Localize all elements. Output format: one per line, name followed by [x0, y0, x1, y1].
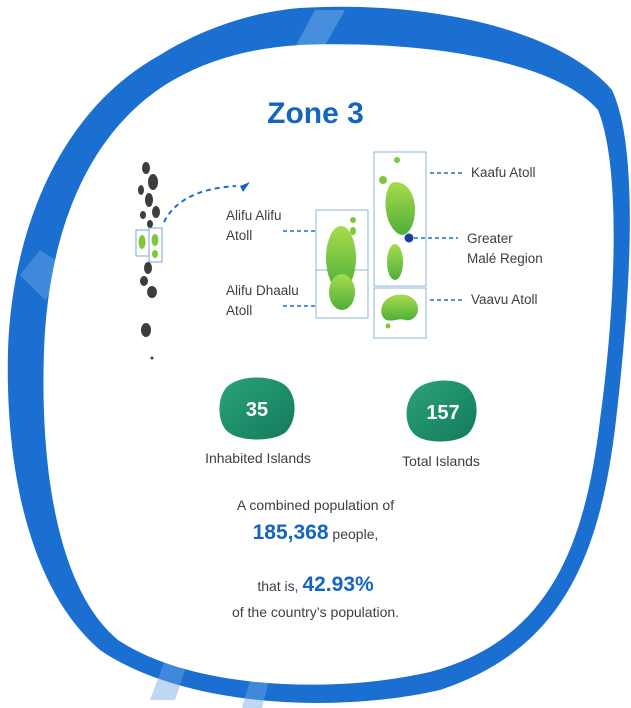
islet: [350, 217, 356, 223]
alifu-dhaalu-island: [329, 274, 355, 310]
total-count: 157: [426, 402, 460, 424]
label-alifu-dhaalu: Alifu Dhaalu Atoll: [226, 281, 316, 321]
alifu-alifu-island: [326, 226, 356, 290]
label-line: Atoll: [226, 303, 253, 318]
kaafu-island: [385, 182, 416, 235]
population-count: 185,368: [252, 521, 329, 544]
inhabited-count: 35: [245, 399, 269, 421]
label-line: Greater: [467, 231, 513, 246]
page-title: Zone 3: [267, 97, 364, 130]
population-share-prefix: that is,: [257, 578, 303, 594]
kaafu-box: [373, 151, 427, 287]
zone3-highlight-on-map: [135, 227, 163, 263]
population-share: 42.93%: [302, 573, 374, 596]
male-island: [387, 244, 403, 280]
inhabited-badge: [219, 377, 295, 440]
label-alifu-alifu: Alifu Alifu Atoll: [226, 206, 306, 246]
arrow-head-icon: [240, 182, 250, 192]
vaavu-box: [373, 287, 427, 339]
islet: [394, 157, 400, 163]
population-share-line: that is, 42.93%: [0, 573, 631, 597]
label-line: Alifu Dhaalu: [226, 283, 299, 298]
population-line1: A combined population of: [236, 497, 395, 513]
total-badge: [406, 380, 477, 442]
total-label: Total Islands: [402, 453, 480, 469]
label-kaafu: Kaafu Atoll: [471, 165, 536, 180]
label-line: Malé Region: [467, 251, 543, 266]
inhabited-label: Inhabited Islands: [205, 450, 311, 466]
label-line: Atoll: [226, 228, 253, 243]
zoom-arrow: [163, 185, 237, 223]
islet: [379, 176, 387, 184]
maldives-map: [138, 162, 160, 360]
label-vaavu: Vaavu Atoll: [471, 292, 538, 307]
population-count-suffix: people,: [328, 526, 379, 542]
population-count-line: 185,368 people,: [0, 521, 631, 545]
label-greater-male: Greater Malé Region: [467, 229, 577, 269]
greater-male-marker: [404, 233, 414, 243]
label-line: Alifu Alifu: [226, 208, 282, 223]
population-last-line: of the country’s population.: [231, 604, 400, 620]
islet: [385, 323, 391, 329]
islet: [350, 227, 356, 235]
white-card: [43, 44, 614, 685]
vaavu-island: [381, 294, 419, 321]
frame-highlight: [242, 676, 270, 708]
